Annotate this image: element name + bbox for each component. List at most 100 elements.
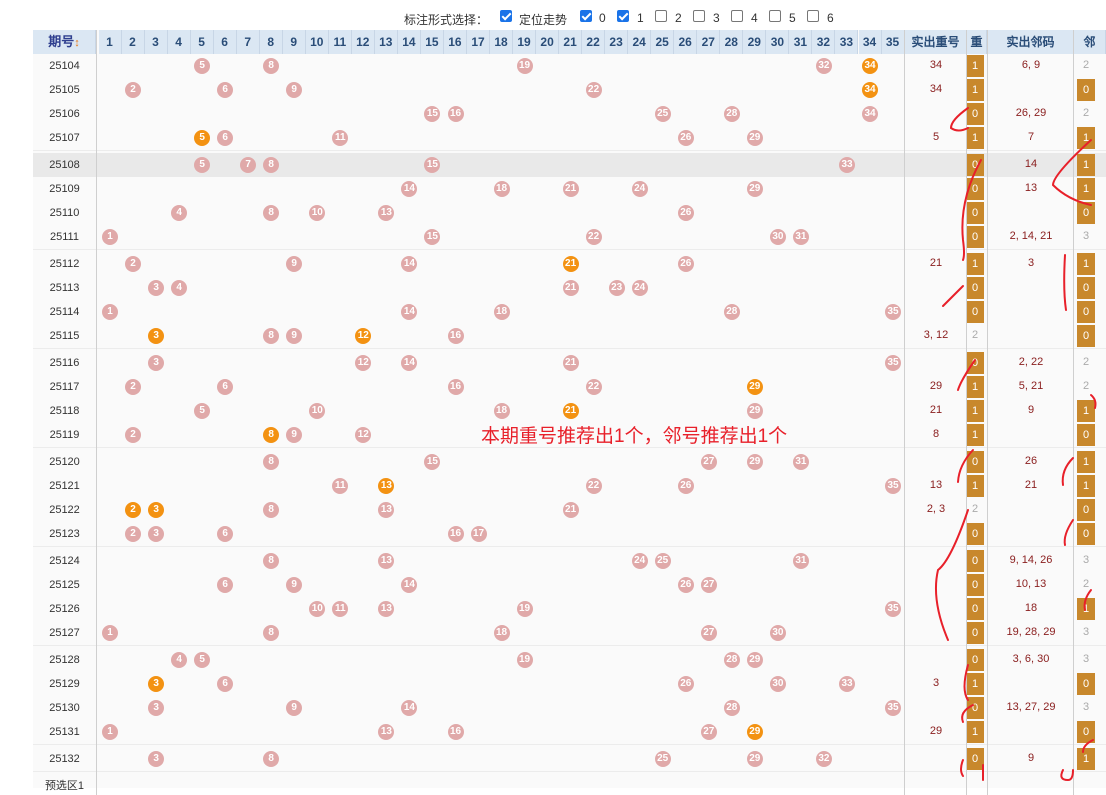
row-period: 25119 — [49, 429, 80, 441]
repeat-actual-value: 29 — [929, 380, 943, 392]
header-number-20: 20 — [536, 30, 560, 54]
annotation-options-bar: 标注形式选择： 定位走势 0 1 2 3 4 5 6 — [33, 0, 1106, 30]
number-ball-pink: 16 — [447, 526, 464, 542]
header-number-23: 23 — [605, 30, 629, 54]
number-ball-pink: 6 — [217, 379, 234, 395]
number-ball-pink: 24 — [631, 280, 648, 296]
repeat-count-box: 1 — [966, 376, 984, 398]
number-ball-orange: 13 — [378, 478, 395, 494]
number-ball-pink: 6 — [217, 526, 234, 542]
number-ball-pink: 14 — [401, 700, 418, 716]
number-ball-pink: 15 — [424, 229, 441, 245]
number-ball-pink: 14 — [401, 577, 418, 593]
checkbox-3-label: 3 — [713, 11, 720, 25]
number-ball-orange: 34 — [862, 82, 878, 98]
checkbox-3[interactable] — [693, 10, 705, 22]
repeat-count-box: 0 — [966, 451, 984, 473]
checkbox-1[interactable] — [617, 10, 629, 22]
row-period: 25122 — [49, 504, 80, 516]
neighbor-count-box: 0 — [1077, 523, 1095, 545]
number-ball-pink: 32 — [815, 58, 832, 74]
number-ball-pink: 8 — [263, 502, 280, 518]
checkbox-6[interactable] — [807, 10, 819, 22]
checkbox-position-trend[interactable] — [500, 10, 512, 22]
repeat-actual-value: 29 — [929, 725, 943, 737]
header-repeat: 重 — [967, 30, 987, 54]
number-ball-pink: 14 — [401, 355, 418, 371]
neighbor-count-box: 0 — [1077, 79, 1095, 101]
checkbox-6-label: 6 — [827, 11, 834, 25]
header-number-5: 5 — [190, 30, 214, 54]
number-ball-pink: 9 — [286, 700, 303, 716]
neighbor-actual-value: 13 — [1024, 182, 1038, 194]
number-ball-pink: 28 — [723, 700, 740, 716]
number-ball-orange: 29 — [746, 379, 763, 395]
number-ball-pink: 18 — [493, 304, 510, 320]
number-ball-pink: 15 — [424, 454, 441, 470]
neighbor-actual-value: 2, 22 — [1018, 356, 1044, 368]
number-ball-pink: 26 — [677, 676, 694, 692]
neighbor-count-box: 1 — [1077, 127, 1095, 149]
header-number-24: 24 — [628, 30, 652, 54]
row-period: 25131 — [49, 726, 80, 738]
row-period: 25121 — [49, 480, 80, 492]
column-divider — [987, 30, 988, 795]
checkbox-2[interactable] — [655, 10, 667, 22]
number-ball-pink: 13 — [378, 553, 395, 569]
preselect-area-label[interactable]: 预选区1 — [44, 780, 85, 792]
header-number-14: 14 — [397, 30, 421, 54]
number-ball-pink: 26 — [677, 478, 694, 494]
neighbor-count: 2 — [1082, 59, 1090, 71]
number-ball-pink: 29 — [746, 403, 763, 419]
number-ball-pink: 9 — [286, 82, 303, 98]
header-number-22: 22 — [582, 30, 606, 54]
repeat-count-box: 0 — [966, 352, 984, 374]
neighbor-count-box: 1 — [1077, 451, 1095, 473]
number-ball-pink: 3 — [148, 700, 165, 716]
neighbor-count: 2 — [1082, 380, 1090, 392]
number-ball-pink: 7 — [240, 157, 257, 173]
neighbor-actual-value: 14 — [1024, 158, 1038, 170]
repeat-count-box: 1 — [966, 673, 984, 695]
table-row — [33, 747, 1106, 772]
annotation-mode-label: 标注形式选择： — [404, 13, 489, 27]
sort-icon[interactable]: ↕ — [74, 37, 80, 49]
row-period: 25106 — [49, 108, 80, 120]
number-ball-pink: 18 — [493, 181, 510, 197]
row-period: 25111 — [50, 231, 79, 243]
number-ball-pink: 31 — [792, 229, 809, 245]
header-number-7: 7 — [236, 30, 260, 54]
table-row — [33, 324, 1106, 349]
header-number-28: 28 — [720, 30, 744, 54]
repeat-actual-value: 3, 12 — [923, 329, 949, 341]
number-ball-orange: 3 — [148, 502, 165, 518]
repeat-actual-value: 8 — [932, 428, 940, 440]
number-ball-pink: 15 — [424, 157, 441, 173]
checkbox-0[interactable] — [580, 10, 592, 22]
repeat-actual-value: 21 — [929, 257, 943, 269]
number-ball-pink: 35 — [885, 601, 901, 617]
number-ball-pink: 35 — [885, 700, 901, 716]
number-ball-pink: 10 — [309, 601, 326, 617]
header-period[interactable]: 期号↕ — [33, 30, 96, 54]
table-row — [33, 549, 1106, 574]
neighbor-actual-value: 18 — [1024, 602, 1038, 614]
number-ball-pink: 28 — [723, 304, 740, 320]
row-period: 25113 — [49, 282, 80, 294]
number-ball-pink: 8 — [263, 454, 280, 470]
header-number-8: 8 — [259, 30, 283, 54]
checkbox-4[interactable] — [731, 10, 743, 22]
number-ball-pink: 8 — [263, 625, 280, 641]
number-ball-pink: 28 — [723, 106, 740, 122]
checkbox-5[interactable] — [769, 10, 781, 22]
number-ball-pink: 5 — [194, 58, 211, 74]
header-number-6: 6 — [213, 30, 237, 54]
table-row — [33, 126, 1106, 151]
number-ball-orange: 21 — [562, 256, 579, 272]
number-ball-pink: 19 — [516, 652, 533, 668]
number-ball-pink: 6 — [217, 130, 234, 146]
repeat-count-box: 1 — [966, 79, 984, 101]
number-ball-pink: 3 — [148, 751, 165, 767]
header-number-3: 3 — [144, 30, 168, 54]
number-ball-pink: 15 — [424, 106, 441, 122]
